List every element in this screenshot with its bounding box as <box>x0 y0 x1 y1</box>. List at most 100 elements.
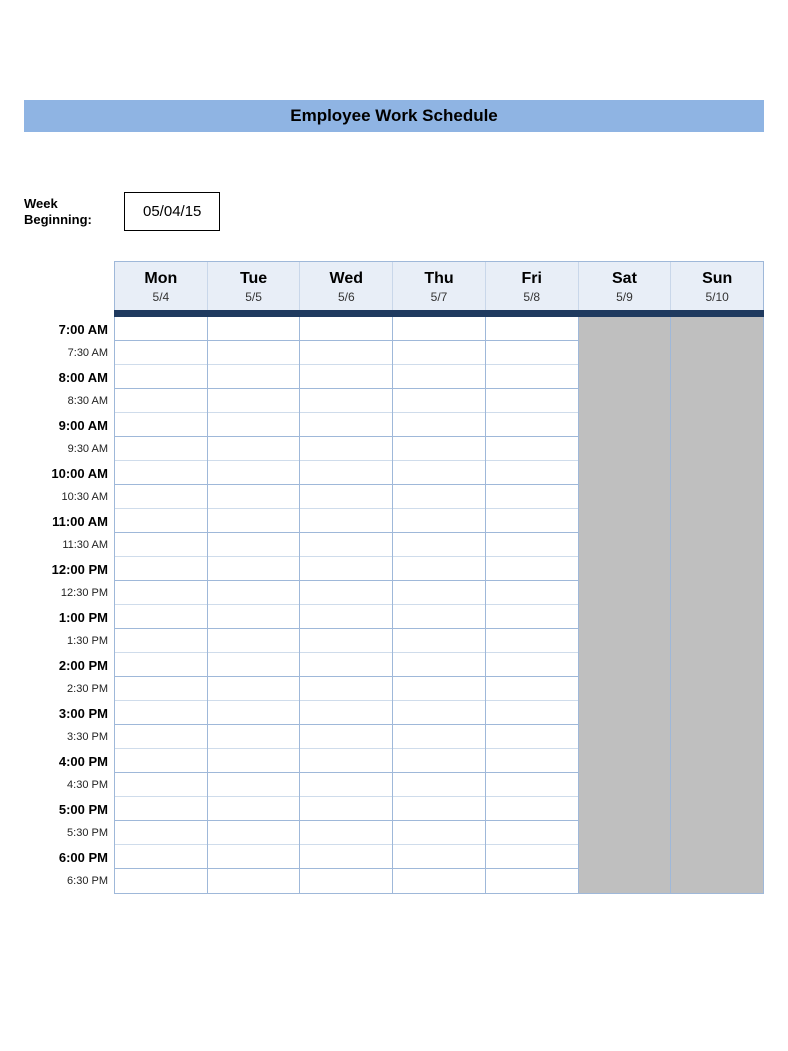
schedule-cell[interactable] <box>300 797 392 821</box>
schedule-cell[interactable] <box>486 533 578 557</box>
schedule-cell[interactable] <box>393 749 485 773</box>
schedule-cell[interactable] <box>115 701 207 725</box>
schedule-cell[interactable] <box>579 653 671 677</box>
schedule-cell[interactable] <box>393 725 485 749</box>
schedule-cell[interactable] <box>393 317 485 341</box>
schedule-cell[interactable] <box>486 413 578 437</box>
schedule-cell[interactable] <box>300 413 392 437</box>
schedule-cell[interactable] <box>115 437 207 461</box>
schedule-cell[interactable] <box>115 845 207 869</box>
schedule-cell[interactable] <box>300 533 392 557</box>
schedule-cell[interactable] <box>393 485 485 509</box>
schedule-cell[interactable] <box>486 557 578 581</box>
schedule-cell[interactable] <box>486 725 578 749</box>
schedule-cell[interactable] <box>671 725 763 749</box>
schedule-cell[interactable] <box>300 869 392 893</box>
schedule-cell[interactable] <box>115 677 207 701</box>
schedule-cell[interactable] <box>115 773 207 797</box>
schedule-cell[interactable] <box>486 677 578 701</box>
schedule-cell[interactable] <box>115 413 207 437</box>
schedule-cell[interactable] <box>300 821 392 845</box>
schedule-cell[interactable] <box>671 605 763 629</box>
schedule-cell[interactable] <box>300 509 392 533</box>
schedule-cell[interactable] <box>208 389 300 413</box>
schedule-cell[interactable] <box>671 749 763 773</box>
schedule-cell[interactable] <box>579 773 671 797</box>
schedule-cell[interactable] <box>393 701 485 725</box>
schedule-cell[interactable] <box>671 653 763 677</box>
schedule-cell[interactable] <box>115 341 207 365</box>
schedule-cell[interactable] <box>115 533 207 557</box>
schedule-cell[interactable] <box>208 701 300 725</box>
schedule-cell[interactable] <box>208 533 300 557</box>
schedule-cell[interactable] <box>115 821 207 845</box>
schedule-cell[interactable] <box>486 317 578 341</box>
schedule-cell[interactable] <box>671 773 763 797</box>
schedule-cell[interactable] <box>579 749 671 773</box>
schedule-cell[interactable] <box>486 653 578 677</box>
schedule-cell[interactable] <box>300 749 392 773</box>
schedule-cell[interactable] <box>208 485 300 509</box>
schedule-cell[interactable] <box>115 557 207 581</box>
schedule-cell[interactable] <box>208 845 300 869</box>
schedule-cell[interactable] <box>393 389 485 413</box>
schedule-cell[interactable] <box>393 365 485 389</box>
schedule-cell[interactable] <box>300 389 392 413</box>
schedule-cell[interactable] <box>393 797 485 821</box>
schedule-cell[interactable] <box>300 701 392 725</box>
schedule-cell[interactable] <box>393 557 485 581</box>
schedule-cell[interactable] <box>300 725 392 749</box>
schedule-cell[interactable] <box>115 461 207 485</box>
schedule-cell[interactable] <box>579 413 671 437</box>
schedule-cell[interactable] <box>486 797 578 821</box>
schedule-cell[interactable] <box>486 485 578 509</box>
schedule-cell[interactable] <box>393 605 485 629</box>
schedule-cell[interactable] <box>579 797 671 821</box>
schedule-cell[interactable] <box>115 725 207 749</box>
schedule-cell[interactable] <box>300 581 392 605</box>
schedule-cell[interactable] <box>486 437 578 461</box>
schedule-cell[interactable] <box>671 581 763 605</box>
schedule-cell[interactable] <box>671 629 763 653</box>
schedule-cell[interactable] <box>393 821 485 845</box>
schedule-cell[interactable] <box>115 869 207 893</box>
schedule-cell[interactable] <box>579 701 671 725</box>
schedule-cell[interactable] <box>115 749 207 773</box>
schedule-cell[interactable] <box>579 509 671 533</box>
schedule-cell[interactable] <box>579 581 671 605</box>
schedule-cell[interactable] <box>208 581 300 605</box>
schedule-cell[interactable] <box>671 413 763 437</box>
schedule-cell[interactable] <box>393 461 485 485</box>
schedule-cell[interactable] <box>671 317 763 341</box>
schedule-cell[interactable] <box>300 845 392 869</box>
schedule-cell[interactable] <box>300 485 392 509</box>
schedule-cell[interactable] <box>579 317 671 341</box>
schedule-cell[interactable] <box>208 605 300 629</box>
schedule-cell[interactable] <box>671 869 763 893</box>
schedule-cell[interactable] <box>393 869 485 893</box>
schedule-cell[interactable] <box>671 797 763 821</box>
schedule-cell[interactable] <box>393 677 485 701</box>
schedule-cell[interactable] <box>208 509 300 533</box>
schedule-cell[interactable] <box>393 413 485 437</box>
schedule-cell[interactable] <box>300 629 392 653</box>
schedule-cell[interactable] <box>208 341 300 365</box>
schedule-cell[interactable] <box>671 533 763 557</box>
schedule-cell[interactable] <box>579 725 671 749</box>
schedule-cell[interactable] <box>393 437 485 461</box>
schedule-cell[interactable] <box>300 605 392 629</box>
schedule-cell[interactable] <box>579 461 671 485</box>
schedule-cell[interactable] <box>208 653 300 677</box>
schedule-cell[interactable] <box>579 341 671 365</box>
schedule-cell[interactable] <box>671 557 763 581</box>
schedule-cell[interactable] <box>579 365 671 389</box>
schedule-cell[interactable] <box>671 701 763 725</box>
schedule-cell[interactable] <box>208 821 300 845</box>
schedule-cell[interactable] <box>208 317 300 341</box>
schedule-cell[interactable] <box>208 629 300 653</box>
schedule-cell[interactable] <box>486 749 578 773</box>
schedule-cell[interactable] <box>115 509 207 533</box>
schedule-cell[interactable] <box>486 869 578 893</box>
schedule-cell[interactable] <box>486 821 578 845</box>
schedule-cell[interactable] <box>115 581 207 605</box>
